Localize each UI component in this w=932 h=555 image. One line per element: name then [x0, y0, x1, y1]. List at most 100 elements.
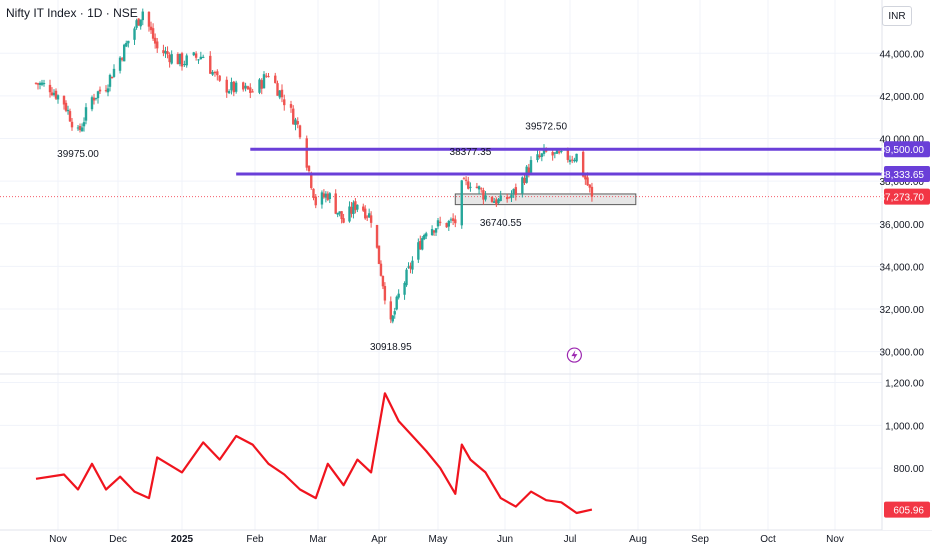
- candle: [492, 197, 496, 203]
- candle: [230, 77, 233, 95]
- price-annotation: 36740.55: [480, 218, 522, 229]
- candle: [434, 227, 438, 236]
- candle-body: [265, 75, 268, 77]
- candle: [540, 152, 544, 162]
- candle-body: [362, 206, 365, 211]
- candle-body: [381, 275, 385, 287]
- candle-body: [258, 79, 261, 93]
- x-tick-label: Feb: [246, 534, 264, 545]
- candle: [510, 190, 513, 203]
- last-price-tag: 37,273.70: [880, 188, 930, 205]
- candle-body: [391, 315, 394, 322]
- price-annotation: 30918.95: [370, 342, 412, 353]
- candle: [314, 194, 317, 209]
- candle: [36, 82, 40, 90]
- price-annotation: 39572.50: [525, 122, 567, 133]
- candle: [78, 123, 82, 133]
- candle: [484, 191, 487, 202]
- y-tick-label: 38,000.00: [880, 177, 925, 188]
- candle-body: [197, 59, 200, 61]
- candle: [162, 44, 165, 57]
- candle: [352, 200, 355, 219]
- symbol-title[interactable]: Nifty IT Index · 1D · NSE: [6, 6, 138, 20]
- currency-button[interactable]: INR: [882, 6, 912, 26]
- candle-body: [338, 211, 341, 214]
- candle: [118, 56, 122, 74]
- candle-body: [568, 159, 572, 162]
- candle: [411, 256, 414, 274]
- candle-body: [555, 149, 559, 154]
- candle-body: [80, 127, 84, 132]
- candle-body: [153, 37, 157, 44]
- candle: [66, 105, 70, 115]
- candle-body: [434, 228, 438, 233]
- candle: [381, 275, 385, 290]
- candle-body: [499, 195, 502, 201]
- candle-body: [490, 196, 494, 202]
- candle-body: [411, 260, 414, 270]
- candle: [265, 72, 268, 78]
- candle: [395, 295, 398, 311]
- candle: [350, 201, 353, 218]
- candle: [292, 105, 295, 125]
- candle-body: [377, 245, 381, 264]
- candle-body: [185, 55, 188, 66]
- indicator-tick-label: 1,200.00: [885, 379, 924, 390]
- candle-body: [42, 82, 46, 85]
- candle: [551, 149, 554, 161]
- candle-body: [137, 18, 140, 26]
- candle-body: [50, 92, 54, 96]
- x-tick-label: May: [429, 534, 448, 545]
- candle: [156, 37, 159, 53]
- candle-body: [581, 151, 585, 177]
- candle-body: [588, 184, 591, 188]
- candle-body: [495, 199, 498, 205]
- candle-body: [425, 233, 428, 237]
- candle: [168, 52, 171, 68]
- candle-body: [305, 138, 308, 168]
- candle-body: [289, 104, 293, 108]
- candle: [338, 211, 341, 217]
- candle: [447, 219, 451, 231]
- candle-body: [298, 125, 302, 138]
- candle-body: [294, 119, 297, 125]
- candle-body: [393, 311, 396, 315]
- candle-body: [242, 82, 245, 90]
- candle-body: [369, 215, 373, 223]
- candle: [234, 80, 238, 94]
- candle-body: [34, 82, 38, 84]
- candle: [276, 80, 279, 96]
- candle: [312, 188, 315, 201]
- indicator-line: [35, 392, 593, 515]
- candle: [505, 193, 509, 203]
- last-price-tag-text: 37,273.70: [880, 193, 925, 204]
- y-tick-label: 44,000.00: [880, 49, 925, 60]
- candle: [92, 93, 96, 105]
- candle-body: [375, 224, 379, 248]
- candle: [462, 176, 466, 180]
- candle-body: [477, 186, 481, 190]
- candle-body: [322, 193, 326, 198]
- candle-body: [225, 79, 228, 93]
- candle-body: [108, 74, 112, 87]
- candle: [320, 190, 324, 209]
- candle: [218, 75, 221, 82]
- candle-body: [98, 89, 102, 92]
- candle-body: [36, 83, 40, 85]
- candle: [137, 18, 140, 26]
- candle-body: [90, 97, 94, 110]
- candle: [430, 225, 434, 236]
- candle-body: [62, 95, 66, 105]
- candle-body: [326, 193, 330, 200]
- candle: [322, 189, 326, 199]
- candle: [64, 100, 68, 113]
- candle-body: [141, 11, 144, 21]
- candle: [445, 222, 448, 228]
- candle-body: [573, 159, 576, 162]
- candle-body: [135, 20, 138, 28]
- candle-body: [432, 230, 436, 233]
- candle: [42, 79, 46, 87]
- candle: [120, 56, 124, 62]
- candle-body: [292, 108, 295, 125]
